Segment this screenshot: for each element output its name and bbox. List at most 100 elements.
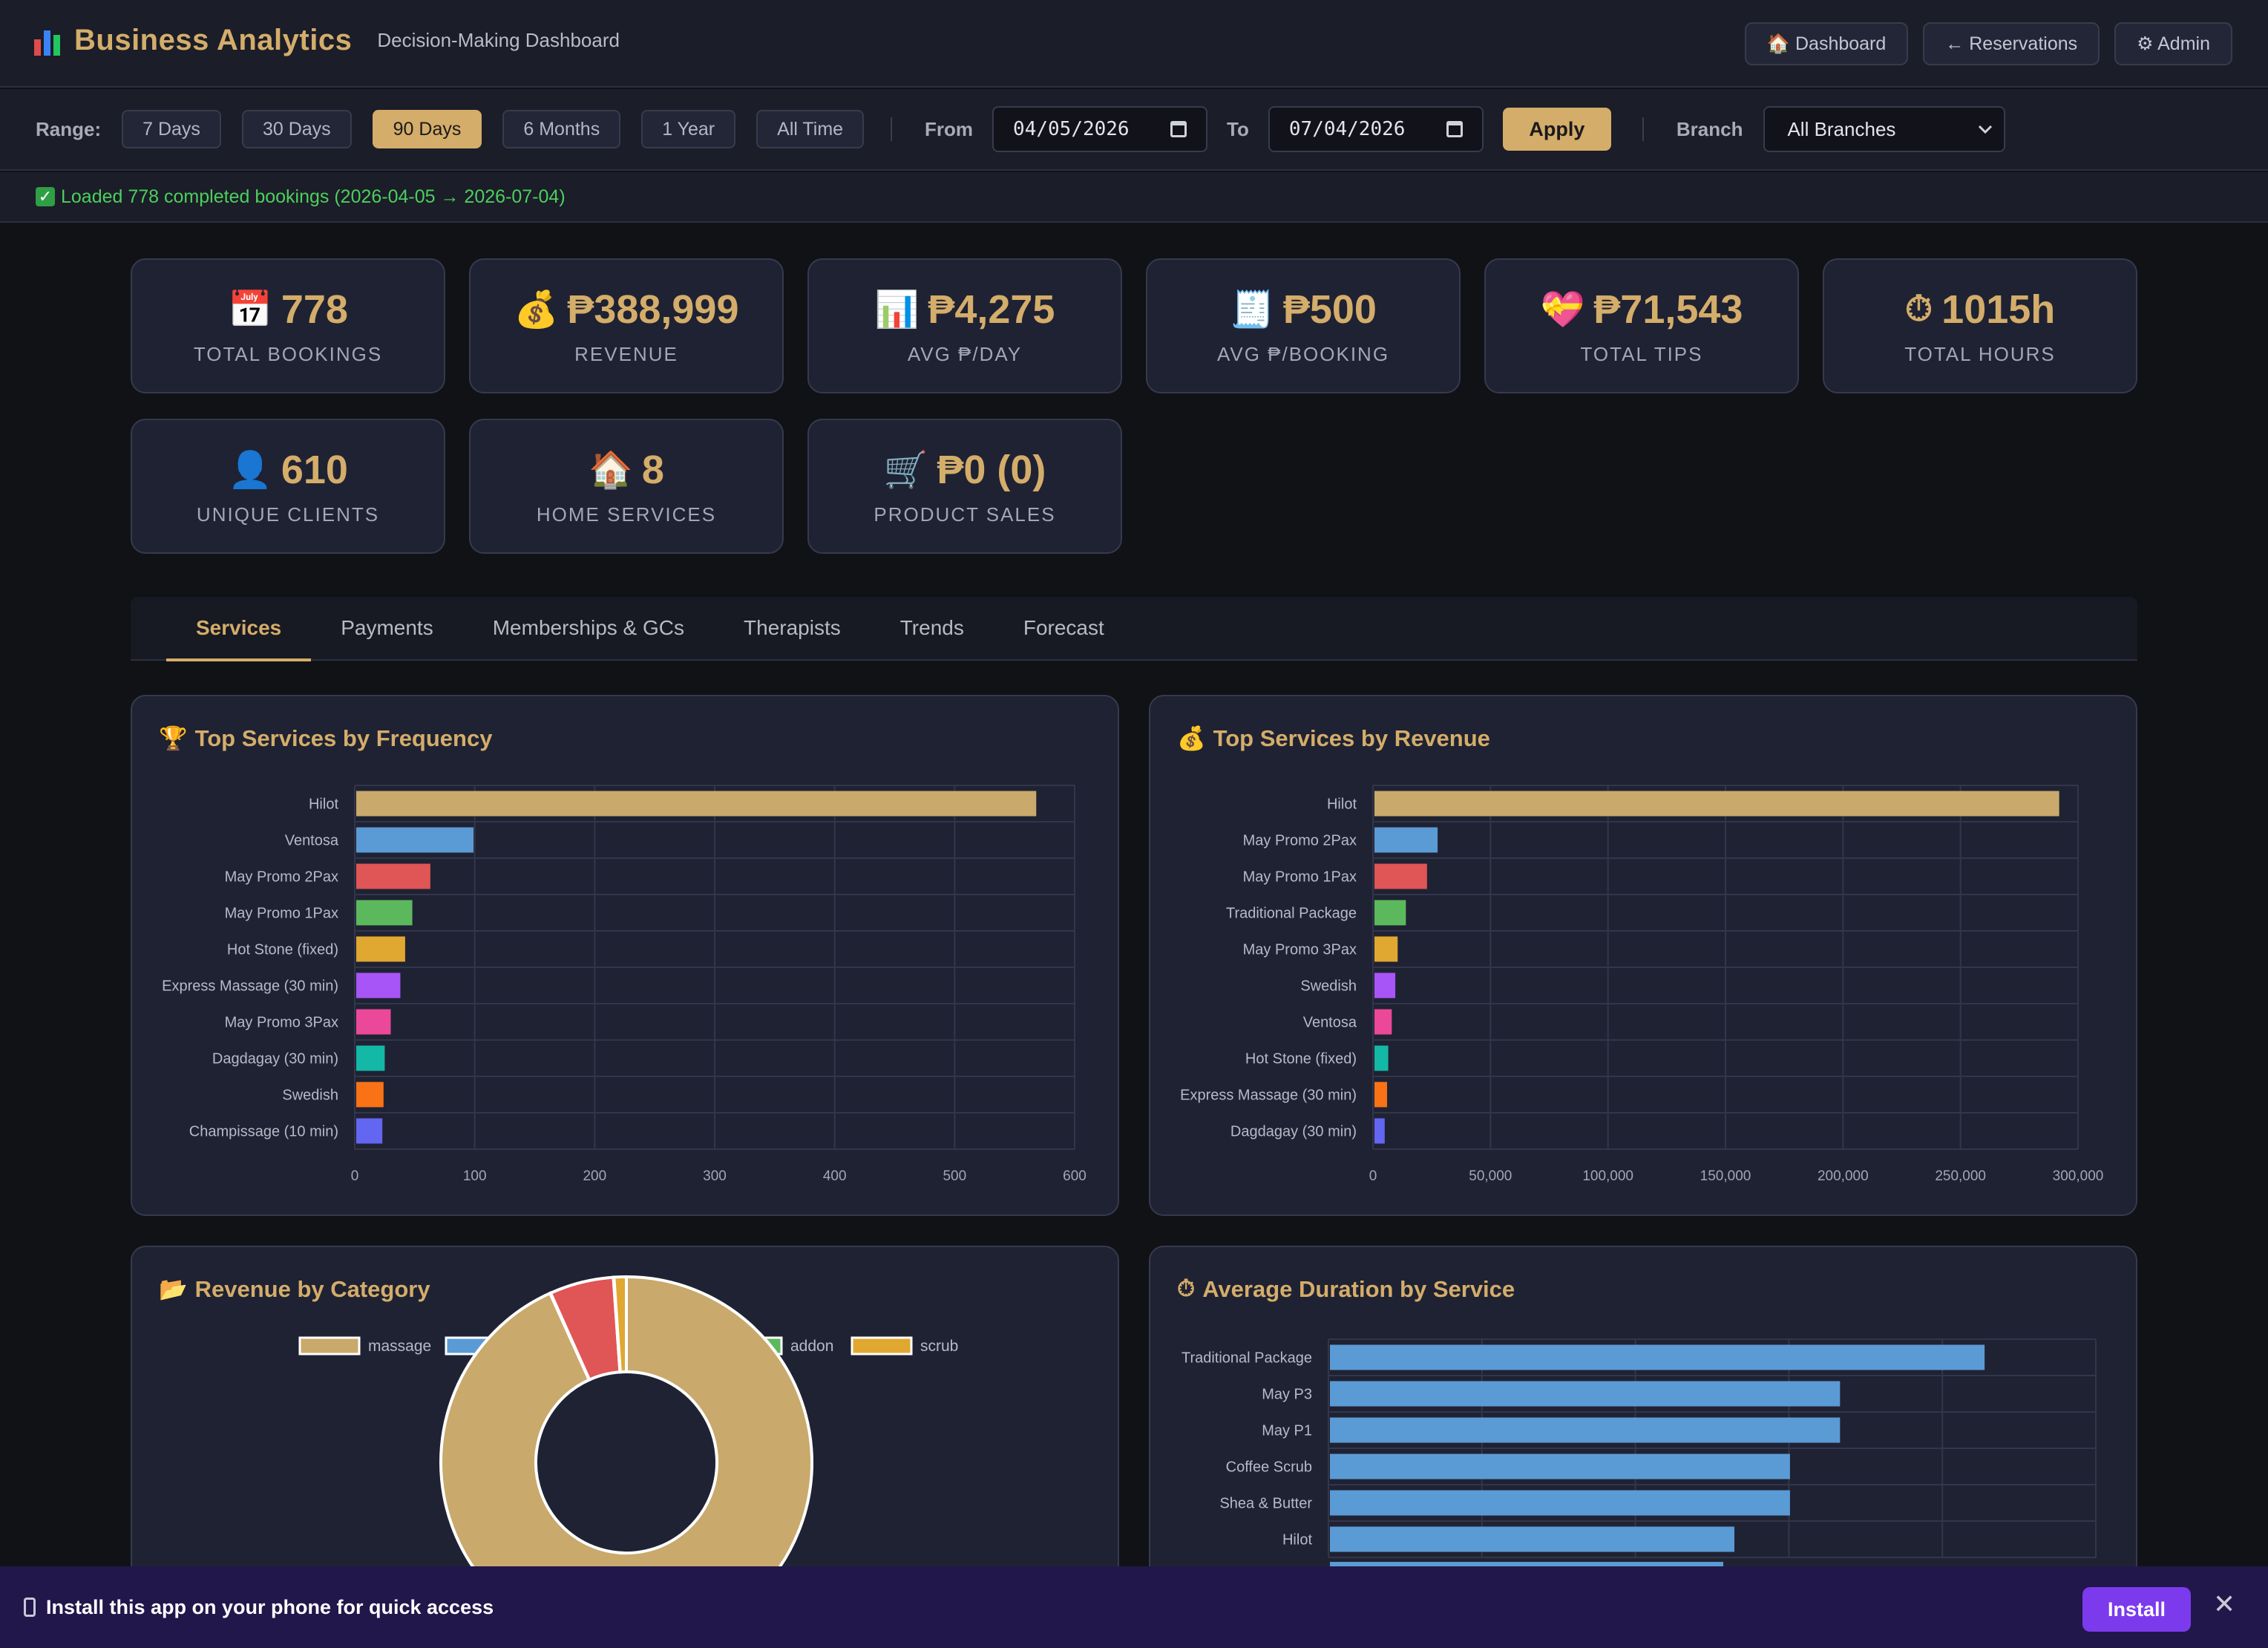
kpi-label: REVENUE bbox=[574, 342, 678, 365]
bar bbox=[356, 827, 474, 853]
range-6-months-button[interactable]: 6 Months bbox=[502, 110, 621, 148]
x-tick-label: 500 bbox=[943, 1168, 966, 1184]
bar bbox=[1374, 1009, 1392, 1035]
app-title: Business Analytics bbox=[74, 24, 353, 56]
category-label: Express Massage (30 min) bbox=[1180, 1088, 1357, 1104]
card-title: 📂 Revenue by Category bbox=[159, 1275, 430, 1303]
admin-button[interactable]: ⚙ Admin bbox=[2114, 22, 2232, 65]
bar bbox=[356, 936, 405, 962]
range-label: Range: bbox=[36, 117, 102, 140]
filter-bar: Range: 7 Days 30 Days 90 Days 6 Months 1… bbox=[0, 89, 2268, 171]
x-tick-label: 300 bbox=[703, 1168, 727, 1184]
x-tick-label: 0 bbox=[1369, 1168, 1377, 1184]
range-90-days-button[interactable]: 90 Days bbox=[372, 110, 482, 148]
calendar-icon: 📅 bbox=[228, 290, 272, 330]
from-label: From bbox=[925, 117, 974, 140]
bar bbox=[1330, 1417, 1841, 1443]
branch-select[interactable]: All Branches bbox=[1763, 106, 2006, 152]
category-label: Swedish bbox=[1300, 978, 1357, 995]
bar bbox=[1374, 863, 1427, 889]
user-icon: 👤 bbox=[228, 451, 272, 490]
tab-memberships[interactable]: Memberships & GCs bbox=[492, 616, 685, 639]
card-title: ⏱ Average Duration by Service bbox=[1177, 1275, 1515, 1303]
to-label: To bbox=[1227, 117, 1249, 140]
top-nav: 🏠 Dashboard ← Reservations ⚙ Admin bbox=[1744, 22, 2232, 65]
kpi-value: 8 bbox=[641, 447, 664, 492]
kpi-label: TOTAL HOURS bbox=[1904, 342, 2056, 365]
install-button[interactable]: Install bbox=[2082, 1587, 2191, 1632]
category-label: Coffee Scrub bbox=[1226, 1459, 1312, 1476]
kpi-label: UNIQUE CLIENTS bbox=[196, 503, 380, 526]
category-label: May Promo 1Pax bbox=[1243, 869, 1357, 886]
category-label: Ventosa bbox=[285, 833, 339, 849]
kpi-value: ₱0 (0) bbox=[937, 447, 1046, 492]
card-title-text: Top Services by Revenue bbox=[1213, 725, 1490, 751]
legend-label: scrub bbox=[920, 1338, 958, 1355]
category-label: May P3 bbox=[1262, 1387, 1312, 1403]
range-1-year-button[interactable]: 1 Year bbox=[641, 110, 736, 148]
donut-slice bbox=[439, 1275, 813, 1648]
calendar-icon[interactable] bbox=[1170, 121, 1187, 137]
kpi-total-tips: 💝 ₱71,543 TOTAL TIPS bbox=[1484, 258, 1799, 393]
stopwatch-icon: ⏱ bbox=[1904, 289, 1933, 329]
kpi-label: AVG ₱/DAY bbox=[907, 342, 1023, 365]
dashboard-button[interactable]: 🏠 Dashboard bbox=[1744, 22, 1909, 65]
x-tick-label: 400 bbox=[823, 1168, 847, 1184]
kpi-revenue: 💰 ₱388,999 REVENUE bbox=[469, 258, 784, 393]
legend-swatch bbox=[298, 1336, 361, 1356]
bar bbox=[356, 1082, 384, 1108]
to-date-value: 07/04/2026 bbox=[1288, 118, 1406, 140]
card-title-text: Average Duration by Service bbox=[1202, 1275, 1515, 1302]
x-tick-label: 300,000 bbox=[2053, 1168, 2104, 1184]
category-label: Express Massage (30 min) bbox=[162, 978, 338, 995]
x-tick-label: 150,000 bbox=[1700, 1168, 1751, 1184]
card-title-text: Revenue by Category bbox=[194, 1275, 430, 1302]
tab-services[interactable]: Services bbox=[166, 596, 312, 661]
category-label: Swedish bbox=[282, 1088, 338, 1104]
reservations-button[interactable]: ← Reservations bbox=[1923, 22, 2100, 65]
x-tick-label: 250,000 bbox=[1935, 1168, 1986, 1184]
x-tick-label: 0 bbox=[351, 1168, 359, 1184]
tab-therapists[interactable]: Therapists bbox=[744, 616, 841, 639]
legend-swatch bbox=[850, 1336, 913, 1356]
range-7-days-button[interactable]: 7 Days bbox=[122, 110, 221, 148]
kpi-label: TOTAL BOOKINGS bbox=[193, 342, 383, 365]
calendar-icon[interactable] bbox=[1446, 121, 1463, 137]
tab-trends[interactable]: Trends bbox=[899, 616, 964, 639]
bar bbox=[1374, 791, 2059, 817]
status-line: ✓ Loaded 778 completed bookings (2026-04… bbox=[0, 172, 2268, 223]
bar bbox=[1330, 1526, 1734, 1552]
bar bbox=[1330, 1490, 1790, 1516]
category-label: May Promo 3Pax bbox=[225, 1015, 338, 1031]
kpi-value: 610 bbox=[281, 447, 348, 492]
branch-value: All Branches bbox=[1787, 117, 1896, 140]
brand: Business Analytics Decision-Making Dashb… bbox=[34, 24, 620, 57]
bar bbox=[356, 1045, 385, 1071]
tab-forecast[interactable]: Forecast bbox=[1023, 616, 1104, 639]
from-date-input[interactable]: 04/05/2026 bbox=[992, 106, 1208, 152]
donut-slice bbox=[612, 1275, 628, 1374]
bar bbox=[1374, 827, 1438, 853]
range-all-time-button[interactable]: All Time bbox=[756, 110, 865, 148]
apply-button[interactable]: Apply bbox=[1502, 108, 1611, 151]
bar bbox=[1330, 1344, 1985, 1370]
bar bbox=[1374, 936, 1398, 962]
bar bbox=[356, 1118, 383, 1144]
category-label: May Promo 2Pax bbox=[1243, 833, 1357, 849]
tab-payments[interactable]: Payments bbox=[341, 616, 433, 639]
card-title: 🏆 Top Services by Frequency bbox=[159, 725, 492, 752]
category-label: May Promo 3Pax bbox=[1243, 942, 1357, 958]
bar-chart-icon: 📊 bbox=[874, 290, 920, 330]
to-date-input[interactable]: 07/04/2026 bbox=[1268, 106, 1484, 152]
install-banner: Install this app on your phone for quick… bbox=[0, 1566, 2268, 1648]
x-tick-label: 100 bbox=[463, 1168, 487, 1184]
kpi-value: 1015h bbox=[1941, 287, 2056, 332]
check-icon: ✓ bbox=[36, 187, 55, 206]
legend-label: massage bbox=[368, 1338, 431, 1355]
cart-icon: 🛒 bbox=[883, 451, 928, 490]
category-label: Dagdagay (30 min) bbox=[212, 1051, 338, 1067]
close-icon[interactable]: ✕ bbox=[2213, 1589, 2236, 1619]
kpi-value: ₱388,999 bbox=[567, 287, 739, 332]
kpi-value: ₱71,543 bbox=[1593, 287, 1743, 332]
range-30-days-button[interactable]: 30 Days bbox=[241, 110, 352, 148]
